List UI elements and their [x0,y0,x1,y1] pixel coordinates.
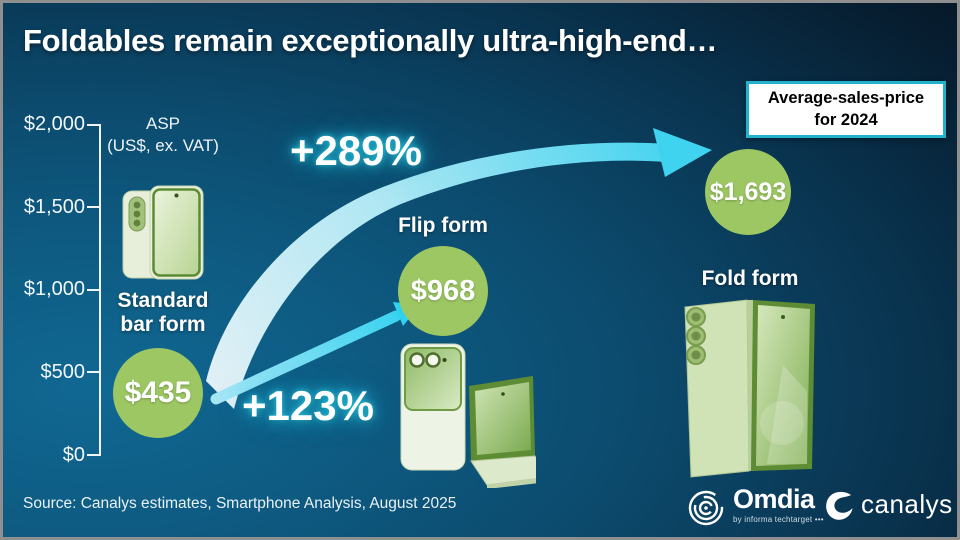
omdia-tagline: by informa techtarget ••• [733,515,824,524]
growth-label-fold: +289% [290,127,422,174]
canalys-logo-text: canalys [861,489,953,519]
y-tick-mark [87,289,100,291]
source-text: Source: Canalys estimates, Smartphone An… [23,495,457,512]
average-sales-price-note: Average-sales-price for 2024 [746,81,946,138]
note-line2: for 2024 [814,110,878,129]
curved-growth-arrow [206,142,668,409]
asp-bubble-flip: $968 [398,246,488,336]
omdia-logo: Omdia by informa techtarget ••• [687,486,824,530]
y-axis-line [99,124,101,456]
fold-phone-image [684,299,815,478]
y-axis-title-line2: (US$, ex. VAT) [107,136,219,156]
y-tick-2000: $2,000 [23,113,85,135]
y-tick-0: $0 [62,444,85,466]
y-tick-mark [87,206,100,208]
y-tick-mark [87,124,100,126]
standard-form-label-line1: Standard [117,289,209,312]
standard-phone-image [122,185,204,280]
standard-form-label-line2: bar form [120,312,206,336]
y-tick-mark [87,371,100,373]
y-tick-mark [87,454,100,456]
canalys-logo-icon [826,491,853,520]
curved-growth-arrowhead [653,128,712,177]
asp-value-flip: $968 [410,274,476,307]
page-title: Foldables remain exceptionally ultra-hig… [23,23,718,58]
flip-form-label: Flip form [398,214,488,237]
y-axis-title-line1: ASP [145,114,181,133]
asp-bubble-standard: $435 [113,348,203,438]
asp-value-standard: $435 [124,376,192,409]
flip-phone-image [400,343,536,488]
omdia-logo-text: Omdia [733,484,815,514]
note-line1: Average-sales-price [767,89,925,108]
straight-growth-arrow [210,310,402,405]
fold-form-label: Fold form [701,267,799,290]
asp-bubble-fold: $1,693 [705,149,791,235]
omdia-logo-icon [688,490,724,526]
asp-value-fold: $1,693 [709,177,787,206]
y-tick-1000: $1,000 [23,278,85,300]
canalys-logo: canalys [823,489,953,520]
y-tick-500: $500 [40,361,86,383]
growth-label-flip: +123% [242,382,374,429]
y-tick-1500: $1,500 [23,196,85,218]
standard-form-label: Standard bar form [91,289,235,336]
y-axis-title: ASP (US$, ex. VAT) [103,113,223,157]
